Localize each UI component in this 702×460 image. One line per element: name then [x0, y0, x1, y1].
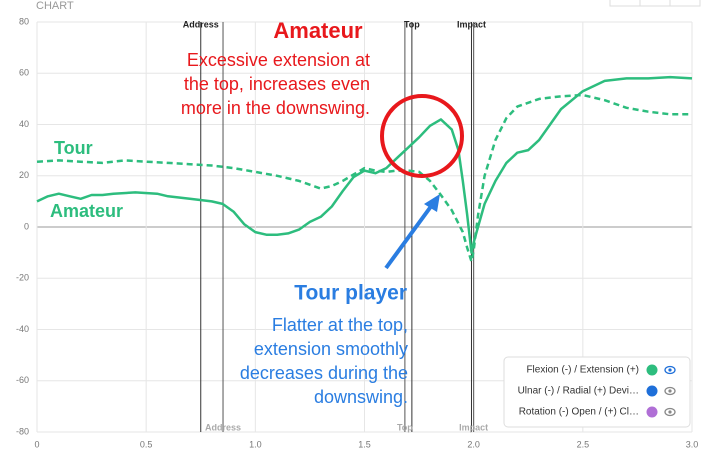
x-tick-label: 2.0 [467, 439, 480, 449]
visibility-icon[interactable] [664, 365, 676, 375]
y-tick-label: 40 [19, 119, 29, 129]
y-tick-label: 60 [19, 68, 29, 78]
annotation-text: extension smoothly [254, 339, 408, 359]
visibility-icon[interactable] [664, 386, 676, 396]
legend-label[interactable]: Ulnar (-) / Radial (+) Devi… [518, 386, 639, 397]
x-tick-label: 1.0 [249, 439, 262, 449]
marker-label: Impact [459, 422, 488, 432]
legend-swatch[interactable] [646, 364, 658, 376]
x-tick-label: 1.5 [358, 439, 371, 449]
marker-label: Impact [457, 19, 486, 29]
toolbar-button[interactable] [609, 0, 641, 7]
annotation-text: Flatter at the top, [272, 315, 408, 335]
y-tick-label: -40 [16, 324, 29, 334]
visibility-icon-pupil [668, 410, 672, 414]
annotation-text: downswing. [314, 387, 408, 407]
legend-swatch[interactable] [646, 406, 658, 418]
toolbar-button[interactable] [669, 0, 701, 7]
annotation-text: Excessive extension at [187, 50, 370, 70]
arrow-shaft [384, 203, 434, 270]
marker-label: Top [397, 422, 413, 432]
series-label: Tour [54, 138, 93, 158]
visibility-icon[interactable] [664, 407, 676, 417]
x-tick-label: 3.0 [686, 439, 699, 449]
y-tick-label: -20 [16, 273, 29, 283]
series-label: Amateur [50, 201, 123, 221]
visibility-icon-pupil [668, 389, 672, 393]
visibility-icon-pupil [668, 368, 672, 372]
series-line [36, 93, 692, 263]
x-tick-label: 0 [34, 439, 39, 449]
y-tick-label: 0 [24, 221, 29, 231]
arrow-head [424, 194, 440, 212]
y-tick-label: 80 [19, 16, 29, 26]
x-tick-label: 2.5 [577, 439, 590, 449]
toolbar-button[interactable] [639, 0, 671, 7]
legend [503, 356, 691, 428]
annotation-title: Amateur [273, 18, 363, 43]
series-line [36, 75, 693, 254]
legend-label[interactable]: Flexion (-) / Extension (+) [526, 365, 639, 376]
annotation-title: Tour player [294, 282, 407, 305]
y-tick-label: -60 [16, 375, 29, 385]
x-tick-label: 0.5 [140, 439, 153, 449]
annotation-text: the top, increases even [184, 74, 370, 94]
highlight-circle [380, 94, 464, 178]
header-title: CHART [36, 0, 74, 12]
legend-label[interactable]: Rotation (-) Open / (+) Cl… [519, 407, 639, 418]
marker-label: Address [205, 422, 241, 432]
y-tick-label: -80 [16, 426, 29, 436]
marker-label: Top [404, 19, 420, 29]
legend-swatch[interactable] [646, 385, 658, 397]
annotation-text: decreases during the [240, 363, 408, 383]
marker-label: Address [183, 19, 219, 29]
y-tick-label: 20 [19, 170, 29, 180]
annotation-text: more in the downswing. [181, 98, 370, 118]
